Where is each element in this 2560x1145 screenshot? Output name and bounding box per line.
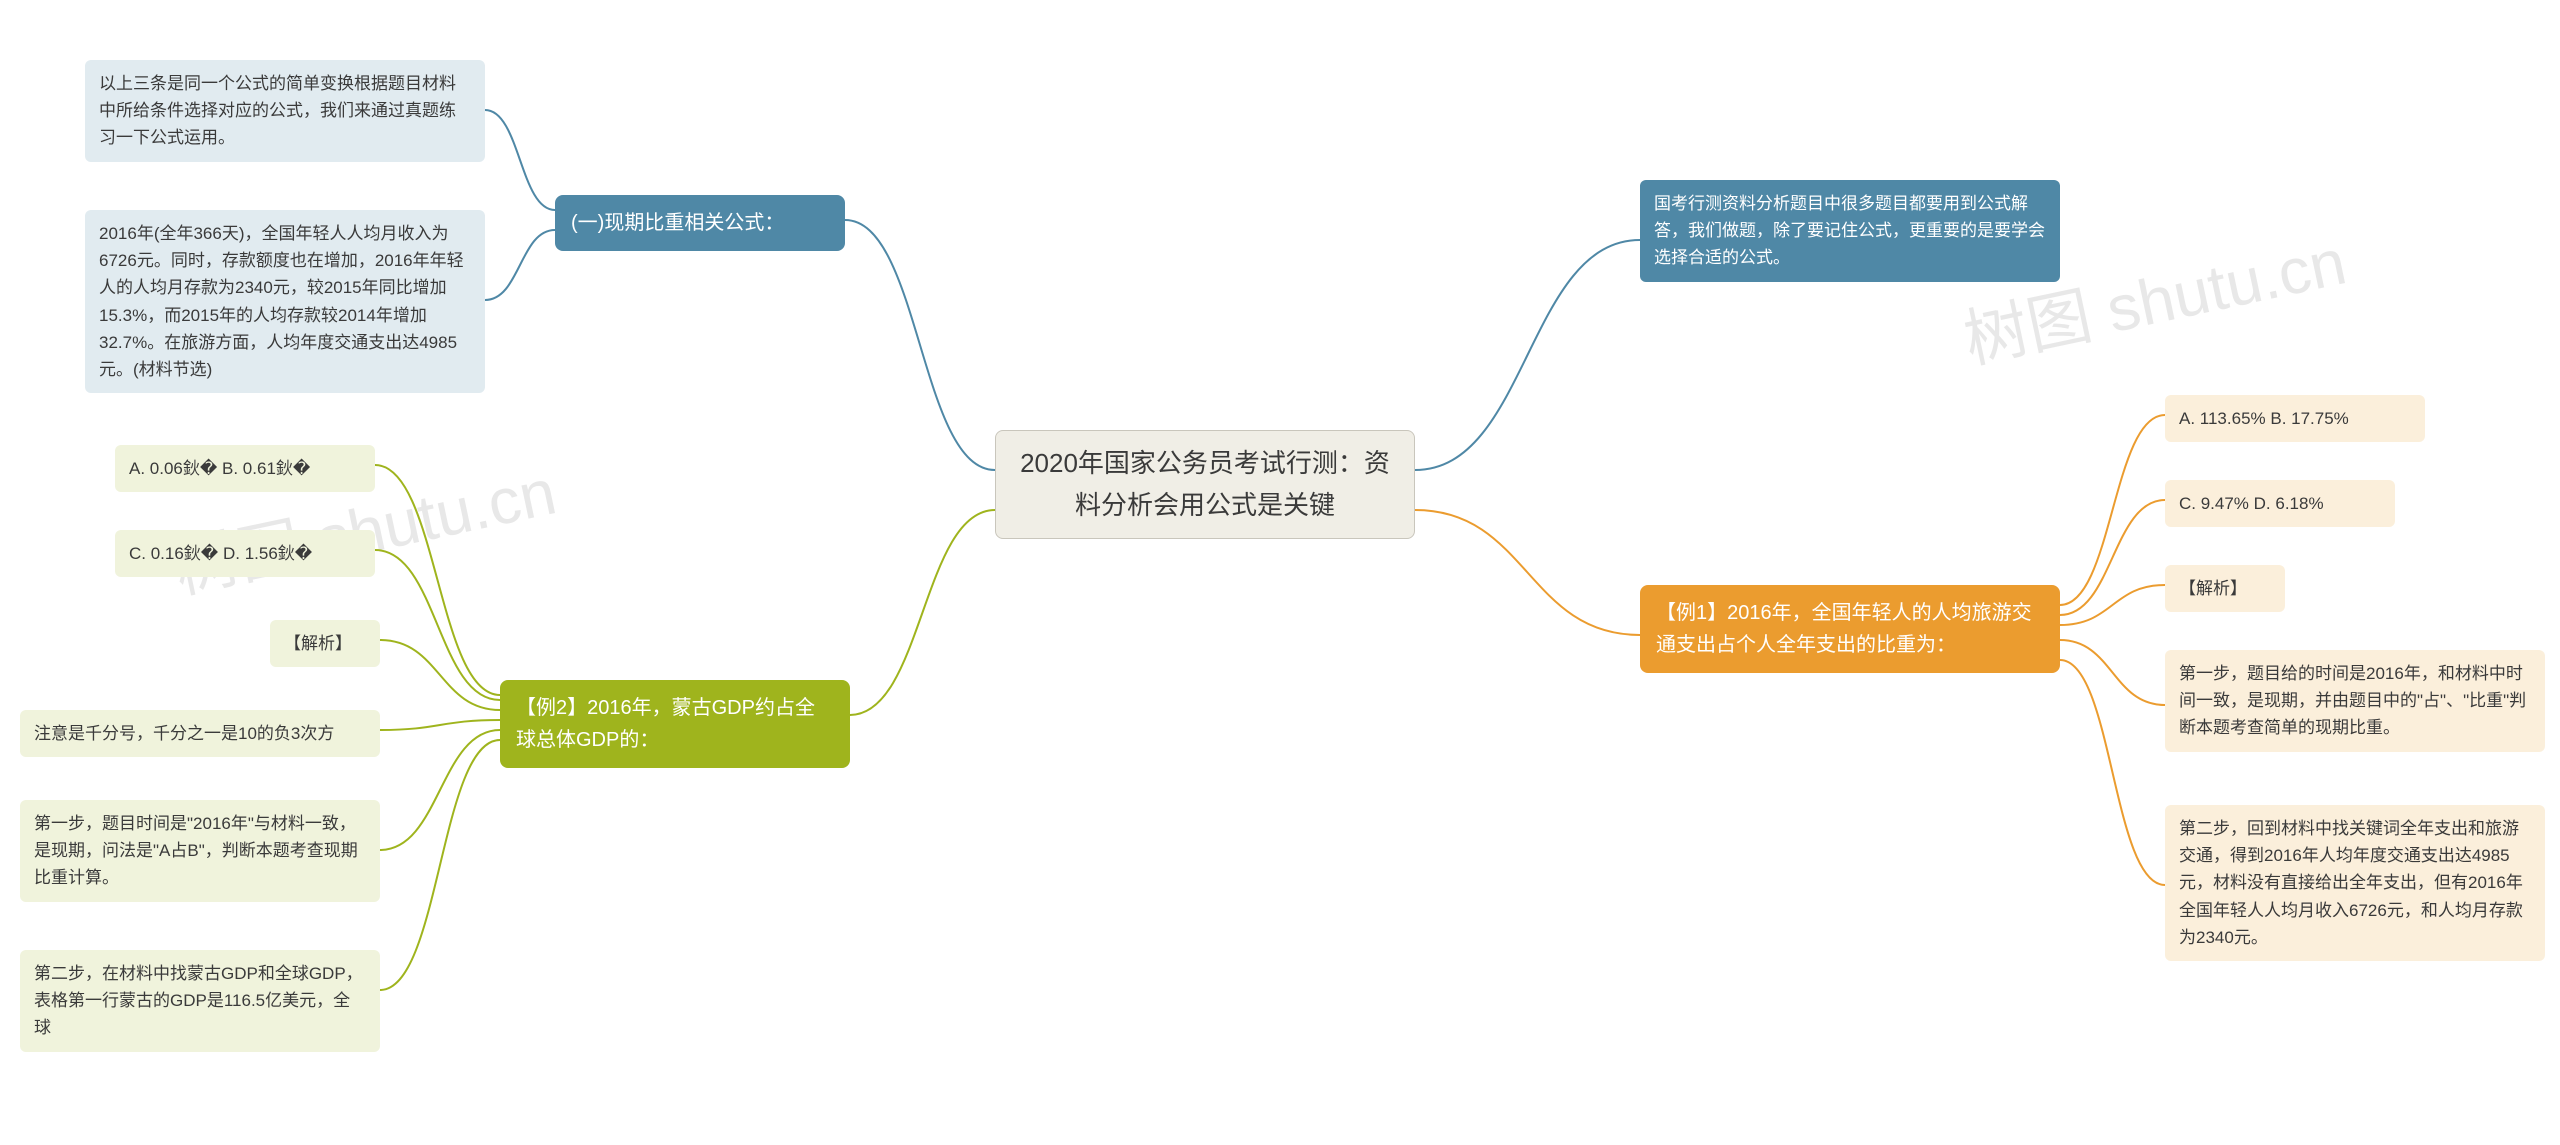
mindmap-branch[interactable]: 【例2】2016年，蒙古GDP约占全球总体GDP的： (500, 680, 850, 768)
mindmap-leaf[interactable]: 【解析】 (270, 620, 380, 667)
mindmap-leaf[interactable]: 第二步，在材料中找蒙古GDP和全球GDP，表格第一行蒙古的GDP是116.5亿美… (20, 950, 380, 1052)
mindmap-leaf[interactable]: C. 9.47% D. 6.18% (2165, 480, 2395, 527)
mindmap-leaf[interactable]: A. 0.06鈥� B. 0.61鈥� (115, 445, 375, 492)
mindmap-leaf[interactable]: 第一步，题目给的时间是2016年，和材料中时间一致，是现期，并由题目中的"占"、… (2165, 650, 2545, 752)
mindmap-leaf[interactable]: 第二步，回到材料中找关键词全年支出和旅游交通，得到2016年人均年度交通支出达4… (2165, 805, 2545, 961)
mindmap-leaf[interactable]: C. 0.16鈥� D. 1.56鈥� (115, 530, 375, 577)
mindmap-leaf[interactable]: A. 113.65% B. 17.75% (2165, 395, 2425, 442)
mindmap-leaf[interactable]: 以上三条是同一个公式的简单变换根据题目材料中所给条件选择对应的公式，我们来通过真… (85, 60, 485, 162)
mindmap-leaf[interactable]: 国考行测资料分析题目中很多题目都要用到公式解答，我们做题，除了要记住公式，更重要… (1640, 180, 2060, 282)
mindmap-root[interactable]: 2020年国家公务员考试行测：资料分析会用公式是关键 (995, 430, 1415, 539)
mindmap-leaf[interactable]: 注意是千分号，千分之一是10的负3次方 (20, 710, 380, 757)
mindmap-branch[interactable]: (一)现期比重相关公式： (555, 195, 845, 251)
mindmap-leaf[interactable]: 2016年(全年366天)，全国年轻人人均月收入为6726元。同时，存款额度也在… (85, 210, 485, 393)
mindmap-leaf[interactable]: 【解析】 (2165, 565, 2285, 612)
mindmap-leaf[interactable]: 第一步，题目时间是"2016年"与材料一致，是现期，问法是"A占B"，判断本题考… (20, 800, 380, 902)
mindmap-branch[interactable]: 【例1】2016年，全国年轻人的人均旅游交通支出占个人全年支出的比重为： (1640, 585, 2060, 673)
